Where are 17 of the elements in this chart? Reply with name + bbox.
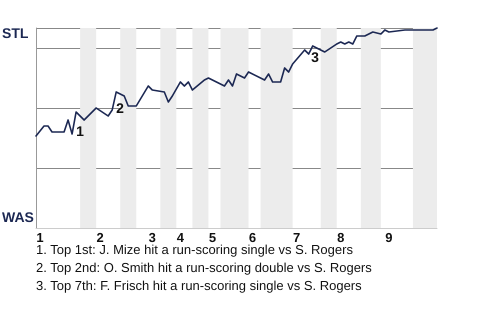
- text: 1. Top 1st: J. Mize hit a run-scoring single vs S. Rogers: [36, 242, 354, 257]
- annotation: 1: [76, 123, 84, 139]
- x-tick-label: 3: [148, 230, 156, 245]
- text: 3. Top 7th: F. Frisch hit a run-scoring single vs S. Rogers: [36, 278, 362, 293]
- annotation: 2: [116, 100, 124, 116]
- text: WAS: [2, 209, 34, 225]
- x-tick-label: 1: [36, 230, 44, 245]
- x-tick-label: 7: [293, 230, 300, 245]
- text: STL: [2, 25, 29, 41]
- x-tick-label: 5: [208, 230, 216, 245]
- x-tick-label: 4: [176, 230, 185, 245]
- x-tick-label: 6: [248, 230, 256, 245]
- x-tick-label: 9: [385, 230, 392, 245]
- text: 2. Top 2nd: O. Smith hit a run-scoring double vs S. Rogers: [36, 260, 372, 275]
- x-tick-label: 8: [337, 230, 344, 245]
- x-tick-label: 2: [96, 230, 104, 245]
- annotation: 3: [311, 49, 320, 65]
